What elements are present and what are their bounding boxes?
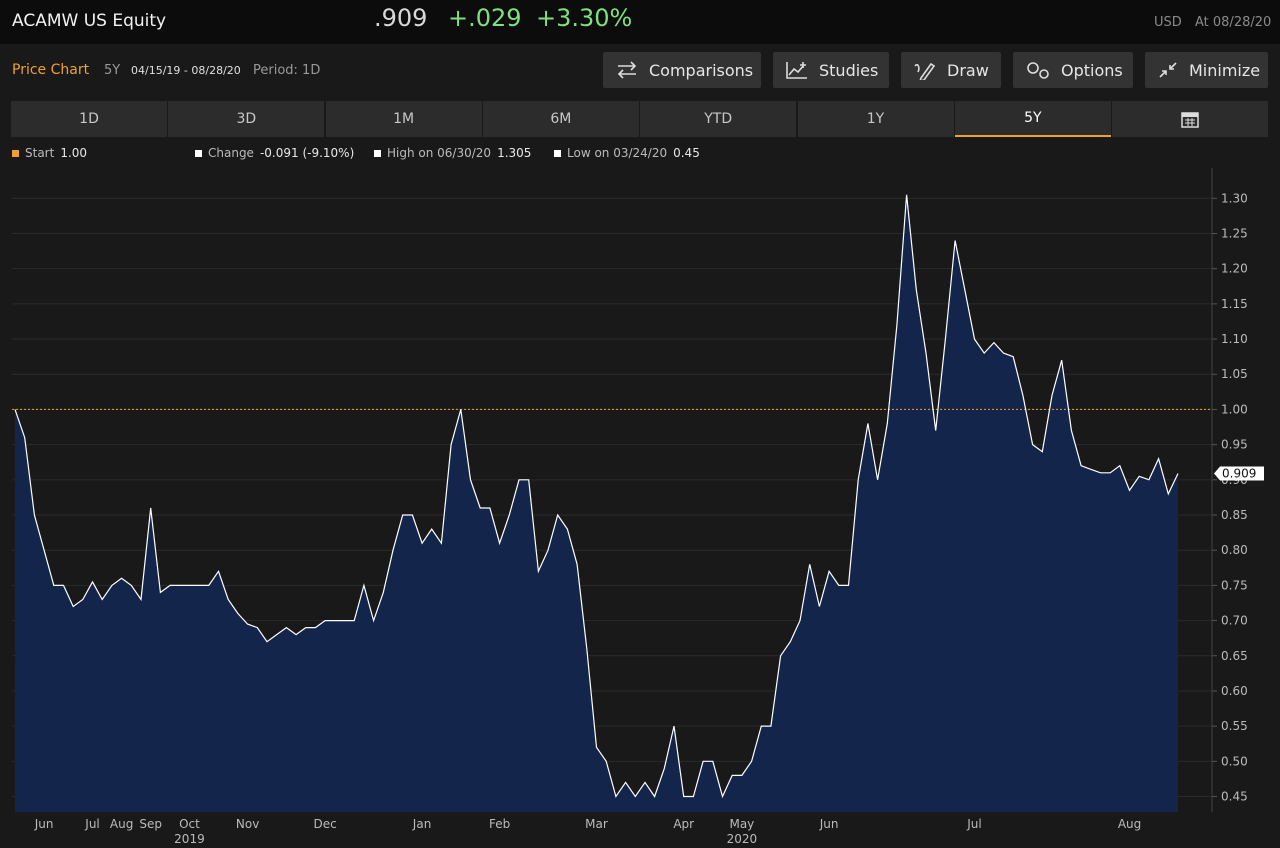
range-tab[interactable]: 1M	[325, 101, 482, 137]
as-of-date: At 08/28/20	[1195, 15, 1272, 30]
area	[15, 194, 1178, 813]
comparisons-button[interactable]: Comparisons	[603, 52, 761, 88]
x-tick-label: Nov	[236, 817, 259, 831]
range-tab[interactable]: YTD	[640, 101, 797, 137]
date-range: 04/15/19 - 08/28/20	[131, 64, 241, 77]
x-tick-label: Jun	[34, 817, 54, 831]
legend-label: Start	[25, 146, 55, 160]
button-label: Comparisons	[649, 60, 754, 80]
icon	[914, 62, 936, 80]
x-tick-label: Mar	[585, 817, 608, 831]
minimize-button[interactable]: Minimize	[1145, 52, 1268, 88]
last-value-tag	[1214, 466, 1264, 481]
legend-value: -0.091 (-9.10%)	[259, 146, 355, 160]
header-bar	[0, 0, 1280, 44]
options-button[interactable]: Options	[1013, 52, 1133, 88]
legend-label: High on 06/30/20	[387, 146, 492, 160]
currency: USD	[1154, 15, 1182, 30]
legend-item: Start 1.00	[12, 146, 87, 160]
calendar-tab[interactable]	[1112, 101, 1268, 137]
chart-label: Price Chart	[12, 62, 90, 78]
range-tab[interactable]: 1D	[11, 101, 167, 137]
last-price: .909	[374, 4, 428, 32]
icon	[617, 61, 637, 79]
x-tick-label: Aug	[110, 817, 133, 831]
x-tick-label: Jun	[819, 817, 839, 831]
x-tick-label: Oct	[179, 817, 200, 831]
price-line	[14, 194, 1179, 799]
security-title: ACAMW US Equity	[12, 11, 167, 31]
y-tick-label: 0.80	[1221, 543, 1248, 557]
y-tick-label: 1.05	[1221, 367, 1248, 381]
legend-swatch	[554, 149, 561, 157]
y-tick-label: 1.30	[1221, 191, 1248, 205]
calendar-icon	[1181, 112, 1199, 128]
x-tick-label: Aug	[1118, 817, 1141, 831]
y-tick-label: 1.25	[1221, 226, 1248, 240]
range-tab[interactable]: 1Y	[797, 101, 954, 137]
legend-item: Low on 03/24/20 0.45	[554, 146, 700, 160]
button-label: Minimize	[1189, 60, 1261, 80]
icon	[786, 62, 807, 79]
button-label: Draw	[947, 60, 989, 80]
legend-value: 1.305	[497, 146, 532, 160]
draw-button[interactable]: Draw	[901, 52, 1001, 88]
x-tick-label: Jul	[84, 817, 99, 831]
legend-item: High on 06/30/20 1.305	[374, 146, 531, 160]
y-tick-label: 0.70	[1221, 614, 1248, 628]
y-tick-label: 0.50	[1221, 754, 1248, 768]
legend-value: 1.00	[60, 146, 88, 160]
x-year-label: 2020	[727, 832, 758, 846]
legend-item: Change -0.091 (-9.10%)	[195, 146, 354, 160]
x-tick-label: May	[729, 817, 754, 831]
icon	[1159, 62, 1177, 78]
legend-swatch	[195, 149, 202, 157]
range-tab[interactable]: 3D	[168, 101, 325, 137]
x-tick-label: Sep	[139, 817, 162, 831]
legend-value: 0.45	[673, 146, 700, 160]
y-tick-label: 1.20	[1221, 262, 1248, 276]
y-tick-label: 0.45	[1221, 790, 1248, 804]
period-short: 5Y	[104, 63, 121, 78]
last-value-label: 0.909	[1222, 466, 1256, 480]
legend-swatch	[374, 149, 381, 157]
button-label: Studies	[819, 60, 879, 80]
net-change: +.029	[448, 4, 522, 32]
y-tick-label: 0.75	[1221, 578, 1248, 592]
x-tick-label: Feb	[489, 817, 510, 831]
legend-swatch	[12, 149, 19, 157]
y-tick-label: 0.55	[1221, 719, 1248, 733]
y-tick-label: 1.10	[1221, 332, 1248, 346]
studies-button[interactable]: Studies	[773, 52, 889, 88]
period: Period: 1D	[253, 63, 321, 78]
x-tick-label: Jul	[966, 817, 981, 831]
x-year-label: 2019	[174, 832, 205, 846]
legend-label: Change	[208, 146, 254, 160]
x-tick-label: Dec	[314, 817, 337, 831]
y-tick-label: 0.60	[1221, 684, 1248, 698]
x-tick-label: Apr	[673, 817, 694, 831]
y-tick-label: 1.15	[1221, 297, 1248, 311]
button-label: Options	[1061, 60, 1123, 80]
range-tab[interactable]: 5Y	[954, 101, 1111, 137]
pct-change: +3.30%	[536, 4, 633, 32]
x-tick-label: Jan	[412, 817, 432, 831]
y-tick-label: 0.85	[1221, 508, 1248, 522]
legend-label: Low on 03/24/20	[567, 146, 668, 160]
y-tick-label: 0.95	[1221, 438, 1248, 452]
range-tab[interactable]: 6M	[482, 101, 639, 137]
y-tick-label: 1.00	[1221, 402, 1248, 416]
icon	[1027, 62, 1049, 79]
y-tick-label: 0.65	[1221, 649, 1248, 663]
